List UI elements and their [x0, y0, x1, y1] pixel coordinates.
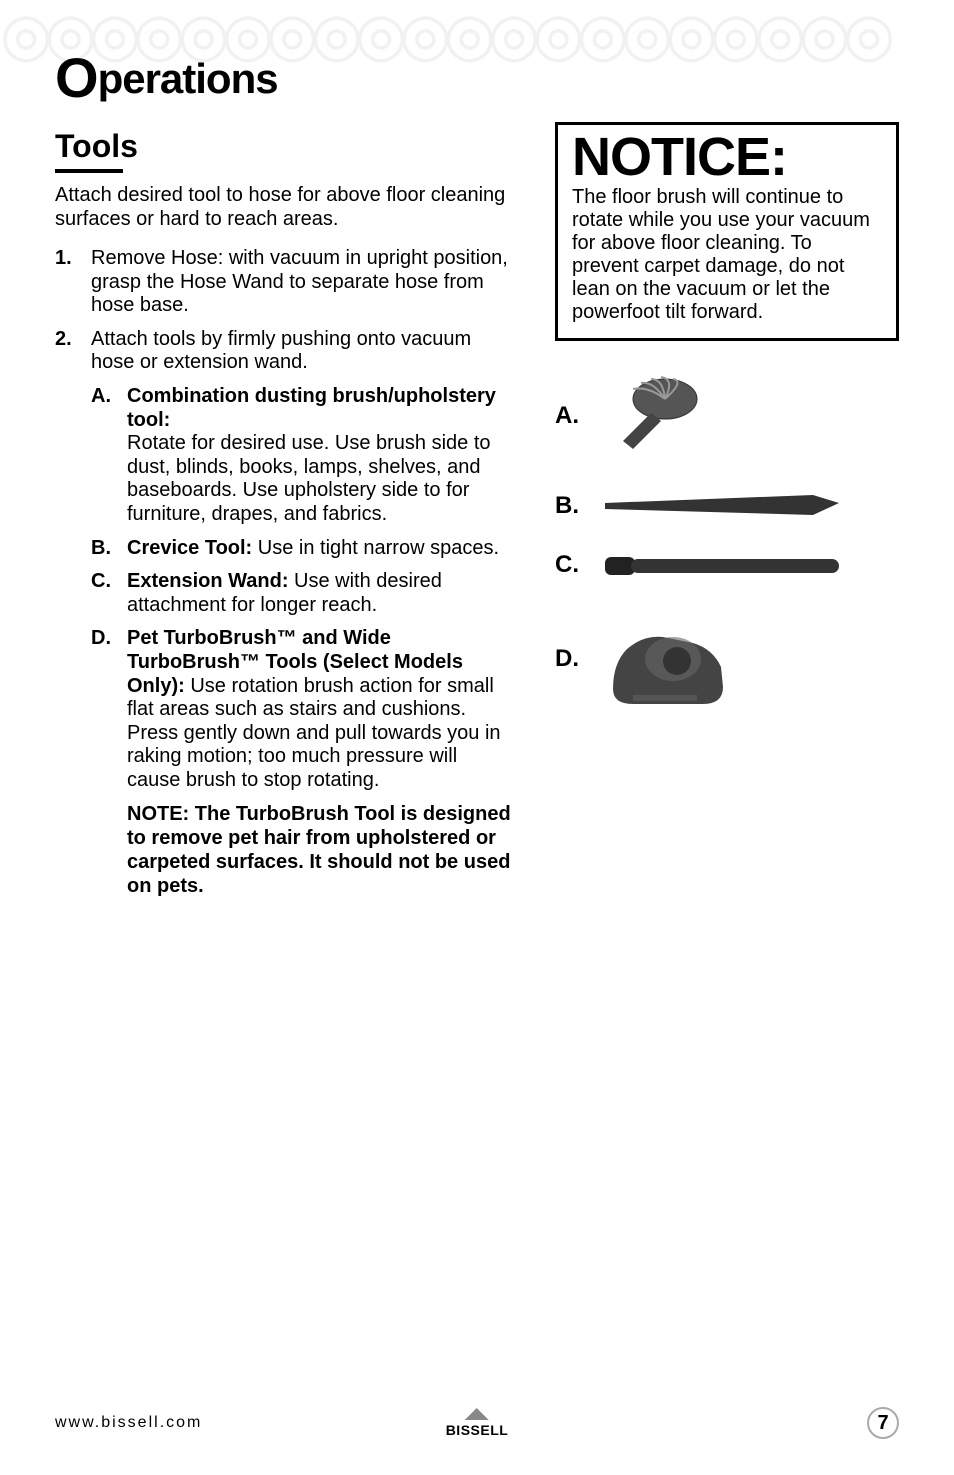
section-title-text: perations [98, 55, 278, 102]
bissell-logo: BISSELL [446, 1408, 509, 1438]
tools-intro: Attach desired tool to hose for above fl… [55, 183, 515, 231]
substep-letter: D. [91, 627, 127, 792]
page-number: 7 [867, 1407, 899, 1439]
section-title: Operations [55, 45, 899, 110]
step-number: 1. [55, 247, 91, 318]
extension-wand-illustration [603, 551, 899, 579]
image-label-b: B. [555, 492, 603, 520]
substep-letter: A. [91, 385, 127, 527]
substep-d: D. Pet TurboBrush™ and Wide TurboBrush™ … [91, 627, 515, 792]
dusting-brush-illustration [603, 371, 899, 461]
turbobrush-illustration [603, 609, 899, 709]
substep-rest: Rotate for desired use. Use brush side t… [127, 432, 491, 525]
step-text: Remove Hose: with vacuum in upright posi… [91, 247, 515, 318]
logo-triangle-icon [465, 1408, 489, 1420]
logo-text: BISSELL [446, 1422, 509, 1438]
substep-b: B. Crevice Tool: Use in tight narrow spa… [91, 537, 515, 561]
substep-lead: Crevice Tool: [127, 537, 252, 559]
notice-box: NOTICE: The floor brush will continue to… [555, 122, 899, 341]
step-number: 2. [55, 328, 91, 899]
substep-a: A. Combination dusting brush/upholstery … [91, 385, 515, 527]
step-text: Attach tools by firmly pushing onto vacu… [91, 328, 471, 374]
substep-c: C. Extension Wand: Use with desired atta… [91, 570, 515, 617]
tool-row-a: A. [555, 371, 899, 461]
tools-heading: Tools [55, 128, 515, 165]
left-column: Tools Attach desired tool to hose for ab… [55, 128, 515, 908]
substep-rest: Use in tight narrow spaces. [252, 537, 499, 559]
substep-lead: Combination dusting brush/upholstery too… [127, 385, 496, 431]
image-label-d: D. [555, 645, 603, 673]
notice-title: NOTICE: [572, 133, 882, 182]
footer-url: www.bissell.com [55, 1414, 202, 1432]
substep-lead: Extension Wand: [127, 570, 288, 592]
notice-body: The floor brush will continue to rotate … [572, 186, 882, 324]
step-1: 1. Remove Hose: with vacuum in upright p… [55, 247, 515, 318]
heading-underline [55, 169, 123, 173]
image-label-a: A. [555, 402, 603, 430]
right-column: NOTICE: The floor brush will continue to… [555, 128, 899, 908]
turbo-note: NOTE: The TurboBrush Tool is designed to… [127, 802, 515, 898]
tool-images: A. B. [555, 371, 899, 709]
substep-letter: B. [91, 537, 127, 561]
page-footer: www.bissell.com BISSELL 7 [55, 1407, 899, 1439]
image-label-c: C. [555, 551, 603, 579]
step-2: 2. Attach tools by firmly pushing onto v… [55, 328, 515, 899]
crevice-tool-illustration [603, 491, 899, 521]
substep-letter: C. [91, 570, 127, 617]
tool-row-d: D. [555, 609, 899, 709]
tool-row-c: C. [555, 551, 899, 579]
tool-row-b: B. [555, 491, 899, 521]
